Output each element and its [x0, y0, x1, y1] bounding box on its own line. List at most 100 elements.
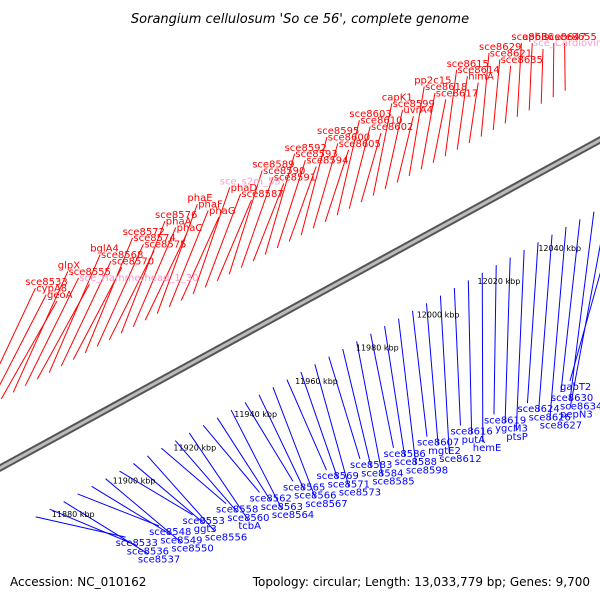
- gene-label: sce8573: [339, 488, 381, 499]
- gene-label: sce8624: [517, 404, 559, 415]
- leader-line: [552, 42, 555, 98]
- gene-label: phaF: [198, 200, 223, 211]
- leader-line: [132, 227, 177, 327]
- genome-summary: Topology: circular; Length: 13,033,779 b…: [252, 575, 590, 589]
- leader-line: [420, 92, 436, 170]
- gene-label: ygcM3: [495, 424, 528, 435]
- gene-label: sce8634: [560, 401, 600, 412]
- leader-line: [230, 409, 283, 510]
- gene-label: pp2c15: [414, 76, 451, 87]
- gene-label: sce8594: [306, 156, 348, 167]
- leader-line: [60, 260, 112, 367]
- leader-line: [48, 254, 101, 373]
- leader-line: [216, 200, 252, 282]
- leader-line: [288, 166, 317, 242]
- gene-label: sce8536: [127, 546, 169, 557]
- gene-label: phaC: [177, 223, 203, 234]
- leader-line: [384, 109, 404, 190]
- gene-label: sce8583: [350, 460, 392, 471]
- leader-line: [468, 82, 479, 144]
- gene-label: sce8595: [317, 126, 359, 137]
- gene-label: sce8593: [295, 149, 337, 160]
- gene-label: sce8605: [339, 139, 381, 150]
- gene-label: sce8567: [305, 499, 347, 510]
- leader-line: [356, 341, 383, 476]
- leader-line: [467, 280, 473, 434]
- leader-line: [156, 204, 198, 314]
- gene-label: mgtE2: [428, 446, 461, 457]
- gene-label: phaD: [231, 183, 258, 194]
- gene-label: sce8615: [447, 59, 489, 70]
- leader-line: [516, 42, 522, 117]
- gene-label: glpX: [58, 260, 80, 271]
- gene-label: sce_Hammerhead_1_30: [79, 273, 198, 284]
- gene-label: sce8586: [383, 449, 425, 460]
- leader-line: [216, 417, 272, 502]
- gene-label: phaA: [166, 216, 192, 227]
- leader-line: [444, 69, 458, 157]
- leader-line: [439, 295, 450, 454]
- gene-label: sce8626: [529, 412, 571, 423]
- leader-line: [396, 116, 414, 183]
- gene-label: sce8618: [425, 82, 467, 93]
- gene-label: sce8548: [149, 527, 191, 538]
- gene-label: sce8560: [227, 513, 269, 524]
- scale-label: 12040 kbp: [538, 244, 581, 253]
- scale-label: 12000 kbp: [417, 310, 460, 319]
- leader-line: [493, 265, 497, 415]
- leader-line: [456, 76, 468, 150]
- gene-label: sce_Cardiovirus_CRE_35: [533, 38, 600, 49]
- gene-label: geoA: [47, 290, 73, 301]
- scale-labels: 11880 kbp 11900 kbp 11920 kbp 11940 kbp 1196…: [52, 211, 600, 519]
- leader-line: [77, 493, 160, 527]
- page-title: Sorangium cellulosum 'So ce 56', complet…: [131, 12, 469, 27]
- gene-label: hemE: [473, 443, 502, 454]
- leader-line: [360, 132, 382, 203]
- gene-label: sce8619: [484, 415, 526, 426]
- leader-line: [300, 371, 339, 479]
- gene-label: sce8588: [395, 457, 437, 468]
- leader-line: [96, 243, 144, 347]
- gene-label: sce8565: [283, 482, 325, 493]
- gene-label: sce8621: [490, 48, 532, 59]
- leader-line: [105, 478, 182, 543]
- gene-label: sce8556: [205, 532, 247, 543]
- gene-label: sce8599: [393, 99, 435, 110]
- gene-label: sce8562: [250, 493, 292, 504]
- gene-label: himA: [468, 72, 494, 83]
- leader-line: [264, 153, 296, 255]
- scale-label: 12020 kbp: [478, 277, 521, 286]
- leader-line: [384, 326, 406, 457]
- gene-label: sce8630: [551, 393, 593, 404]
- gene-label: sce8563: [261, 502, 303, 513]
- gene-label: sce8592: [285, 143, 327, 154]
- gene-label: sce8533: [25, 277, 67, 288]
- leader-line: [49, 508, 137, 546]
- scale-label: 11980 kbp: [356, 344, 399, 353]
- leader-line: [526, 242, 539, 404]
- leader-line: [528, 42, 533, 111]
- label-leader-lines: [0, 42, 600, 555]
- leader-line: [258, 394, 305, 490]
- gene-label: sce8571: [328, 479, 370, 490]
- backbone-line: [0, 138, 600, 470]
- gene-label: sce8564: [272, 510, 314, 521]
- leader-line: [370, 333, 394, 448]
- gene-label: sce8627: [540, 421, 582, 432]
- accession-label: Accession: NC_010162: [10, 575, 146, 589]
- gene-label: sce8614: [457, 65, 499, 76]
- gene-label: sce8568: [101, 250, 143, 261]
- gene-label: sce8572: [123, 227, 165, 238]
- gene-label: sce8569: [317, 471, 359, 482]
- leader-line: [564, 42, 566, 91]
- gene-label: tcbA: [238, 521, 261, 532]
- leader-line: [342, 348, 372, 468]
- leader-line: [276, 160, 306, 249]
- gene-label: sce8537: [138, 555, 180, 566]
- leader-line: [161, 447, 227, 505]
- gene-label: apbE: [522, 32, 547, 43]
- gene-label: bglA4: [90, 244, 119, 255]
- leader-line: [286, 379, 327, 471]
- leader-line: [328, 356, 361, 460]
- leader-line: [91, 485, 171, 535]
